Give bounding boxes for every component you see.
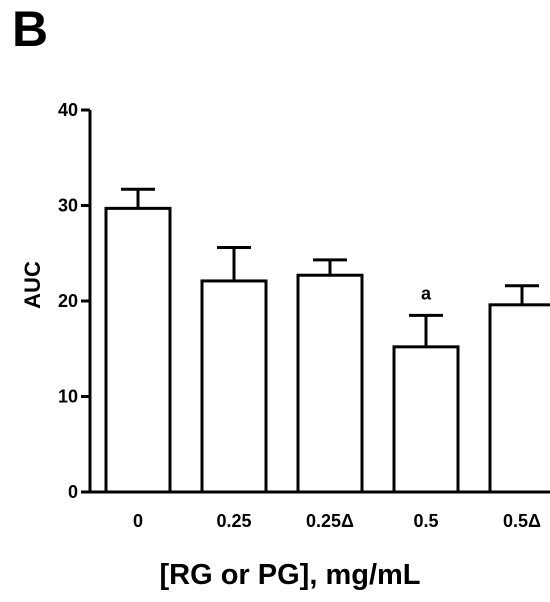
y-axis-title: AUC	[20, 261, 45, 309]
x-tick-label: 0.5	[413, 511, 438, 531]
bar	[392, 345, 460, 494]
x-tick-group: 0 0.25 0.25Δ 0.5 0.5Δ	[133, 511, 541, 531]
panel-label: B	[12, 1, 49, 57]
y-tick-label: 10	[58, 387, 78, 407]
bar	[488, 303, 550, 494]
x-tick-label: 0.5Δ	[503, 511, 541, 531]
y-tick-label: 20	[58, 291, 78, 311]
bar	[104, 206, 172, 494]
y-tick-label: 40	[58, 100, 78, 120]
y-tick-group: 0 10 20 30 40	[58, 100, 90, 502]
x-tick-label: 0.25Δ	[306, 511, 354, 531]
y-tick-label: 30	[58, 196, 78, 216]
bar	[296, 273, 364, 494]
x-tick-label: 0.25	[216, 511, 251, 531]
y-tick-label: 0	[68, 482, 78, 502]
bar	[200, 279, 268, 494]
chart-bars: a	[104, 187, 550, 494]
significance-label: a	[421, 283, 432, 303]
x-tick-label: 0	[133, 511, 143, 531]
x-axis-title: [RG or PG], mg/mL	[160, 559, 421, 591]
